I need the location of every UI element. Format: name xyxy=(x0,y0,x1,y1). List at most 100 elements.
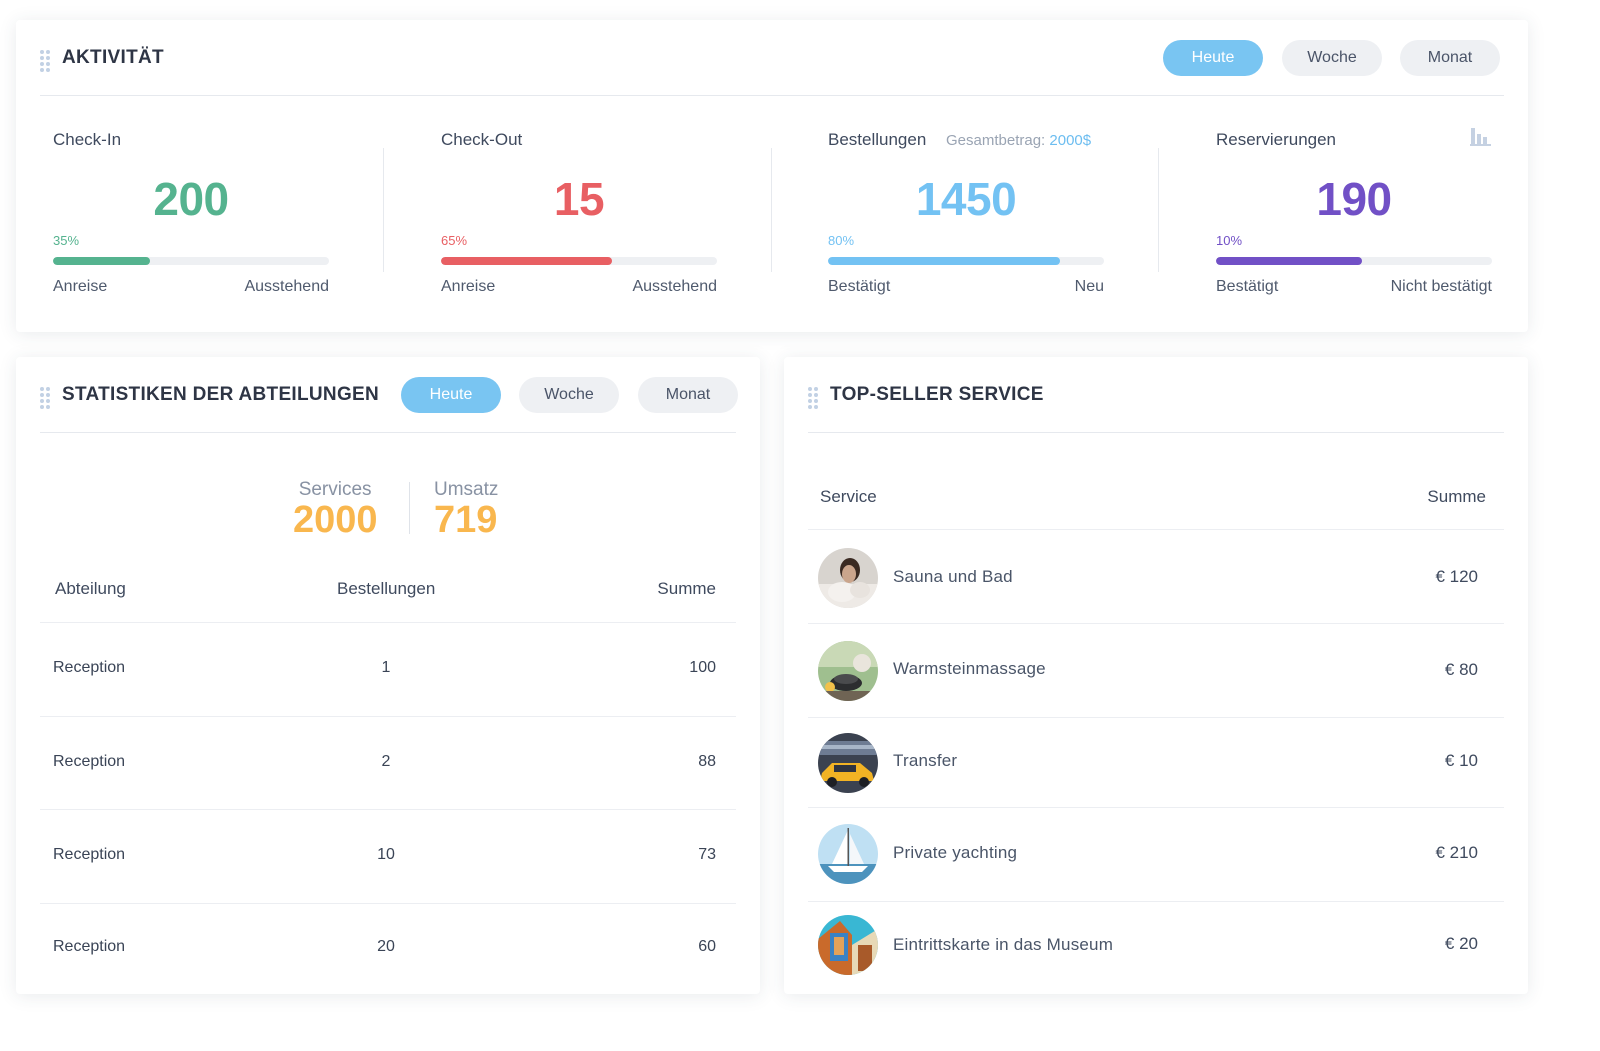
stat-orders: Bestellungen Gesamtbetrag: 2000$ 1450 80… xyxy=(828,120,1104,310)
service-sum: € 80 xyxy=(1444,660,1478,679)
divider xyxy=(383,148,384,272)
divider xyxy=(409,482,410,534)
progress-fill xyxy=(1216,257,1363,265)
museum-photo xyxy=(818,915,878,975)
cell-sum: 88 xyxy=(698,753,716,770)
cell-sum: 60 xyxy=(698,938,716,955)
column-header-service[interactable]: Service xyxy=(820,487,877,506)
service-sum: € 120 xyxy=(1435,567,1478,586)
revenue-label: Umsatz xyxy=(434,479,499,500)
filter-week-button[interactable]: Woche xyxy=(519,377,619,413)
stat-left-label: Bestätigt xyxy=(1216,278,1279,295)
stat-reservations: Reservierungen 190 10% Bestätigt Nicht b… xyxy=(1216,120,1492,310)
row-divider xyxy=(40,809,736,810)
filter-month-button[interactable]: Monat xyxy=(638,377,738,413)
row-divider xyxy=(808,807,1504,808)
drag-handle-icon[interactable] xyxy=(40,387,50,411)
departments-header: STATISTIKEN DER ABTEILUNGEN Heute Woche … xyxy=(40,357,738,433)
services-label: Services xyxy=(298,479,372,500)
progress-track xyxy=(828,257,1104,265)
service-sum: € 20 xyxy=(1444,934,1478,953)
drag-handle-icon[interactable] xyxy=(808,387,818,411)
stat-percent: 80% xyxy=(828,233,855,248)
cell-department: Reception xyxy=(53,753,126,770)
cell-orders: 20 xyxy=(377,938,395,955)
progress-fill xyxy=(828,257,1060,265)
filter-today-button[interactable]: Heute xyxy=(1163,40,1263,76)
row-divider xyxy=(808,623,1504,624)
stat-value: 200 xyxy=(153,173,229,225)
taxi-photo xyxy=(818,733,878,793)
summary-services: Services 2000 xyxy=(293,479,378,541)
cell-department: Reception xyxy=(53,659,126,676)
activity-title: AKTIVITÄT xyxy=(62,47,164,68)
service-name: Warmsteinmassage xyxy=(893,659,1046,678)
stat-right-label: Ausstehend xyxy=(632,278,717,295)
column-header-orders[interactable]: Bestellungen xyxy=(337,579,436,598)
column-header-sum[interactable]: Summe xyxy=(657,579,716,598)
progress-track xyxy=(441,257,717,265)
top-seller-card: TOP-SELLER SERVICE Service Summe Sauna u… xyxy=(784,357,1528,994)
stat-checkin: Check-In 200 35% Anreise Ausstehend xyxy=(53,120,329,310)
progress-track xyxy=(1216,257,1492,265)
total-amount-label: Gesamtbetrag: xyxy=(946,132,1046,149)
stat-percent: 35% xyxy=(53,233,80,248)
service-name: Transfer xyxy=(893,751,958,770)
service-name: Eintrittskarte in das Museum xyxy=(893,935,1114,954)
column-header-department[interactable]: Abteilung xyxy=(55,579,126,598)
cell-department: Reception xyxy=(53,846,126,863)
column-header-sum[interactable]: Summe xyxy=(1427,487,1486,506)
stat-label: Bestellungen xyxy=(828,130,927,149)
stat-percent: 10% xyxy=(1216,233,1243,248)
departments-card: STATISTIKEN DER ABTEILUNGEN Heute Woche … xyxy=(16,357,760,994)
total-amount-value: 2000$ xyxy=(1049,132,1092,149)
filter-week-button[interactable]: Woche xyxy=(1282,40,1382,76)
stat-percent: 65% xyxy=(441,233,468,248)
cell-sum: 100 xyxy=(689,659,716,676)
row-divider xyxy=(808,717,1504,718)
drag-handle-icon[interactable] xyxy=(40,50,50,74)
activity-header: AKTIVITÄT Heute Woche Monat xyxy=(40,20,1504,96)
bar-chart-icon[interactable] xyxy=(1470,126,1492,146)
yacht-photo xyxy=(818,824,878,884)
stat-value: 15 xyxy=(553,173,605,225)
stat-left-label: Anreise xyxy=(53,278,108,295)
cell-orders: 10 xyxy=(377,846,395,863)
top-seller-title: TOP-SELLER SERVICE xyxy=(830,384,1044,405)
stat-left-label: Bestätigt xyxy=(828,278,891,295)
stat-label: Check-Out xyxy=(441,130,523,149)
stat-left-label: Anreise xyxy=(441,278,496,295)
progress-fill xyxy=(441,257,613,265)
stat-right-label: Ausstehend xyxy=(244,278,329,295)
top-seller-header: TOP-SELLER SERVICE xyxy=(808,357,1504,433)
progress-track xyxy=(53,257,329,265)
summary-revenue: Umsatz 719 xyxy=(434,479,499,541)
departments-title: STATISTIKEN DER ABTEILUNGEN xyxy=(62,384,380,405)
row-divider xyxy=(40,903,736,904)
row-divider xyxy=(40,622,736,623)
stat-total-amount: Gesamtbetrag: 2000$ xyxy=(946,132,1091,149)
cell-orders: 1 xyxy=(381,659,391,676)
stat-label: Reservierungen xyxy=(1216,130,1337,149)
service-sum: € 210 xyxy=(1435,843,1478,862)
stat-checkout: Check-Out 15 65% Anreise Ausstehend xyxy=(441,120,717,310)
divider xyxy=(771,148,772,272)
stat-right-label: Neu xyxy=(1074,278,1104,295)
row-divider xyxy=(40,716,736,717)
filter-month-button[interactable]: Monat xyxy=(1400,40,1500,76)
stat-label: Check-In xyxy=(53,130,122,149)
filter-today-button[interactable]: Heute xyxy=(401,377,501,413)
row-divider xyxy=(808,529,1504,530)
stat-value: 190 xyxy=(1316,173,1392,225)
cell-sum: 73 xyxy=(698,846,716,863)
cell-orders: 2 xyxy=(381,753,391,770)
cell-department: Reception xyxy=(53,938,126,955)
divider xyxy=(1158,148,1159,272)
service-name: Private yachting xyxy=(893,843,1018,862)
stat-value: 1450 xyxy=(915,173,1017,225)
services-value: 2000 xyxy=(293,499,378,541)
activity-card: AKTIVITÄT Heute Woche Monat Check-In 200… xyxy=(16,20,1528,332)
revenue-value: 719 xyxy=(434,499,498,541)
progress-fill xyxy=(53,257,150,265)
spa-photo xyxy=(818,548,878,608)
